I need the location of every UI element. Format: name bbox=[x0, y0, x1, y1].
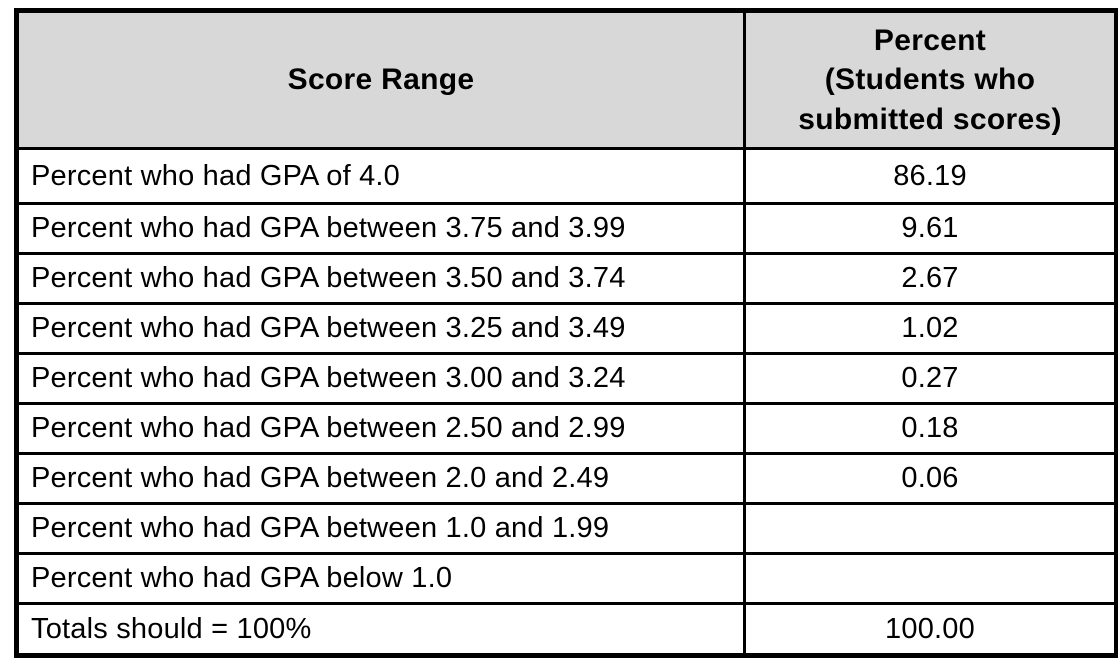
table-row-gpa-4-0: Percent who had GPA of 4.0 86.19 bbox=[15, 147, 1118, 205]
row-label: Percent who had GPA between 3.75 and 3.9… bbox=[15, 202, 746, 255]
table-row-gpa-below-1-0: Percent who had GPA below 1.0 bbox=[15, 552, 1118, 605]
column-header-percent: Percent (Students who submitted scores) bbox=[743, 9, 1118, 150]
table-row-gpa-3-50-3-74: Percent who had GPA between 3.50 and 3.7… bbox=[15, 252, 1118, 305]
row-value: 2.67 bbox=[743, 252, 1118, 305]
row-label: Percent who had GPA between 3.25 and 3.4… bbox=[15, 302, 746, 355]
row-value: 100.00 bbox=[743, 602, 1118, 657]
row-value: 0.06 bbox=[743, 452, 1118, 505]
row-value bbox=[743, 502, 1118, 555]
score-range-header-label: Score Range bbox=[287, 63, 475, 97]
row-value: 86.19 bbox=[743, 147, 1118, 205]
table-row-gpa-3-00-3-24: Percent who had GPA between 3.00 and 3.2… bbox=[15, 352, 1118, 405]
row-label: Totals should = 100% bbox=[15, 602, 746, 657]
row-value: 9.61 bbox=[743, 202, 1118, 255]
table-row-totals: Totals should = 100% 100.00 bbox=[15, 602, 1118, 657]
gpa-score-table: Score Range Percent (Students who submit… bbox=[14, 8, 1118, 658]
row-label: Percent who had GPA between 2.50 and 2.9… bbox=[15, 402, 746, 455]
percent-header-line-3: submitted scores) bbox=[798, 102, 1062, 136]
table-row-gpa-3-75-3-99: Percent who had GPA between 3.75 and 3.9… bbox=[15, 202, 1118, 255]
row-label: Percent who had GPA between 1.0 and 1.99 bbox=[15, 502, 746, 555]
row-label: Percent who had GPA between 2.0 and 2.49 bbox=[15, 452, 746, 505]
percent-header-line-1: Percent bbox=[873, 23, 987, 57]
row-label: Percent who had GPA below 1.0 bbox=[15, 552, 746, 605]
column-header-score-range: Score Range bbox=[15, 9, 746, 150]
row-value bbox=[743, 552, 1118, 605]
row-label: Percent who had GPA of 4.0 bbox=[15, 147, 746, 205]
row-label: Percent who had GPA between 3.00 and 3.2… bbox=[15, 352, 746, 405]
table-row-gpa-1-0-1-99: Percent who had GPA between 1.0 and 1.99 bbox=[15, 502, 1118, 555]
table-row-gpa-3-25-3-49: Percent who had GPA between 3.25 and 3.4… bbox=[15, 302, 1118, 355]
percent-header-line-2: (Students who bbox=[824, 63, 1036, 97]
row-value: 1.02 bbox=[743, 302, 1118, 355]
table-row-gpa-2-50-2-99: Percent who had GPA between 2.50 and 2.9… bbox=[15, 402, 1118, 455]
header-row: Score Range Percent (Students who submit… bbox=[15, 9, 1118, 150]
row-label: Percent who had GPA between 3.50 and 3.7… bbox=[15, 252, 746, 305]
row-value: 0.18 bbox=[743, 402, 1118, 455]
table-row-gpa-2-0-2-49: Percent who had GPA between 2.0 and 2.49… bbox=[15, 452, 1118, 505]
row-value: 0.27 bbox=[743, 352, 1118, 405]
